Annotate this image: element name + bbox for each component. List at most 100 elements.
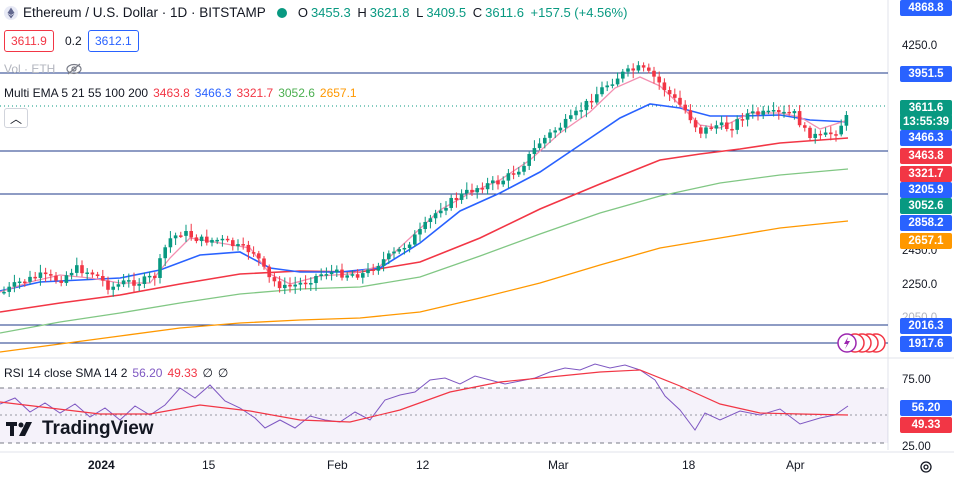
candle-body[interactable] xyxy=(808,127,812,138)
candle-body[interactable] xyxy=(2,291,6,294)
candle-body[interactable] xyxy=(376,265,381,271)
candle-body[interactable] xyxy=(158,258,162,278)
candle-body[interactable] xyxy=(236,244,240,247)
candle-body[interactable] xyxy=(423,221,427,230)
candle-body[interactable] xyxy=(241,244,245,246)
candle-body[interactable] xyxy=(392,251,396,254)
candle-body[interactable] xyxy=(407,244,412,248)
candle-body[interactable] xyxy=(730,128,734,131)
candle-body[interactable] xyxy=(205,236,209,243)
candle-body[interactable] xyxy=(75,265,79,273)
candle-body[interactable] xyxy=(199,236,204,242)
candle-body[interactable] xyxy=(350,274,355,276)
candle-body[interactable] xyxy=(38,272,43,278)
candle-body[interactable] xyxy=(283,284,287,289)
candle-body[interactable] xyxy=(402,247,407,250)
candle-body[interactable] xyxy=(345,275,349,278)
candle-body[interactable] xyxy=(475,188,479,193)
candle-body[interactable] xyxy=(569,115,573,119)
ema-200-line[interactable] xyxy=(0,220,849,353)
candle-body[interactable] xyxy=(537,143,542,149)
candle-body[interactable] xyxy=(553,130,557,133)
candle-body[interactable] xyxy=(189,231,193,238)
candle-body[interactable] xyxy=(834,134,838,136)
candle-body[interactable] xyxy=(751,111,755,114)
candle-body[interactable] xyxy=(64,275,69,283)
candle-body[interactable] xyxy=(262,258,266,267)
candle-body[interactable] xyxy=(340,269,344,278)
candle-body[interactable] xyxy=(756,111,760,115)
candle-body[interactable] xyxy=(127,280,131,282)
candle-body[interactable] xyxy=(761,110,765,115)
ema-legend[interactable]: Multi EMA 5 21 55 100 200 3463.8 3466.3 … xyxy=(4,86,357,100)
candle-body[interactable] xyxy=(231,240,235,247)
ema-5-line[interactable] xyxy=(0,76,849,293)
candle-body[interactable] xyxy=(709,127,713,129)
candle-body[interactable] xyxy=(631,68,635,71)
candle-body[interactable] xyxy=(522,165,526,172)
candle-body[interactable] xyxy=(361,273,365,278)
candle-body[interactable] xyxy=(465,189,469,194)
candle-body[interactable] xyxy=(225,238,230,241)
candle-body[interactable] xyxy=(506,173,511,181)
candle-body[interactable] xyxy=(397,249,401,252)
market-status-icon[interactable] xyxy=(276,7,287,18)
candle-body[interactable] xyxy=(413,234,417,245)
candle-body[interactable] xyxy=(309,283,313,285)
candle-body[interactable] xyxy=(527,153,531,166)
rsi-legend[interactable]: RSI 14 close SMA 14 2 56.20 49.33 ∅ ∅ xyxy=(4,366,228,380)
candle-body[interactable] xyxy=(163,247,167,259)
candle-body[interactable] xyxy=(179,235,183,237)
candle-body[interactable] xyxy=(428,218,433,222)
candle-body[interactable] xyxy=(667,90,672,95)
candle-body[interactable] xyxy=(246,244,251,253)
candle-body[interactable] xyxy=(647,67,651,71)
candle-body[interactable] xyxy=(69,272,74,276)
candle-body[interactable] xyxy=(147,275,152,278)
candle-body[interactable] xyxy=(85,272,89,274)
candle-body[interactable] xyxy=(210,239,214,243)
candle-body[interactable] xyxy=(387,253,391,260)
candle-body[interactable] xyxy=(371,269,375,271)
candle-body[interactable] xyxy=(579,110,583,112)
candle-body[interactable] xyxy=(288,284,292,287)
candle-body[interactable] xyxy=(132,280,136,286)
candle-body[interactable] xyxy=(735,119,739,130)
candle-body[interactable] xyxy=(641,65,646,68)
candle-body[interactable] xyxy=(80,265,84,274)
candle-body[interactable] xyxy=(444,207,448,211)
candle-body[interactable] xyxy=(600,87,604,95)
candle-body[interactable] xyxy=(101,276,105,281)
candle-body[interactable] xyxy=(277,281,282,289)
candle-body[interactable] xyxy=(153,275,157,278)
candle-body[interactable] xyxy=(485,183,490,190)
candle-body[interactable] xyxy=(563,118,568,128)
candle-body[interactable] xyxy=(496,180,500,185)
candle-body[interactable] xyxy=(184,231,188,236)
candle-body[interactable] xyxy=(220,238,225,241)
candle-body[interactable] xyxy=(844,115,849,126)
candle-body[interactable] xyxy=(33,276,37,279)
rsi-ma-line[interactable] xyxy=(0,369,849,423)
candle-body[interactable] xyxy=(595,94,599,103)
candle-body[interactable] xyxy=(678,97,682,105)
candle-body[interactable] xyxy=(454,197,459,200)
candle-body[interactable] xyxy=(626,68,630,72)
candle-body[interactable] xyxy=(517,171,521,175)
symbol-title[interactable]: Ethereum / U.S. Dollar · 1D · BITSTAMP xyxy=(23,5,266,20)
ema-100-line[interactable] xyxy=(0,168,849,334)
candle-body[interactable] xyxy=(532,148,537,154)
candle-body[interactable] xyxy=(823,132,828,135)
candle-body[interactable] xyxy=(251,252,256,254)
candle-body[interactable] xyxy=(324,274,329,276)
candle-body[interactable] xyxy=(662,82,667,91)
candle-body[interactable] xyxy=(548,132,552,138)
candle-body[interactable] xyxy=(829,132,833,135)
collapse-legend-button[interactable]: ︿ xyxy=(4,108,28,128)
candle-body[interactable] xyxy=(319,274,323,277)
ema-21-line[interactable] xyxy=(0,103,849,292)
candle-body[interactable] xyxy=(433,213,438,219)
candle-body[interactable] xyxy=(418,229,422,235)
events-icon[interactable] xyxy=(836,333,886,353)
